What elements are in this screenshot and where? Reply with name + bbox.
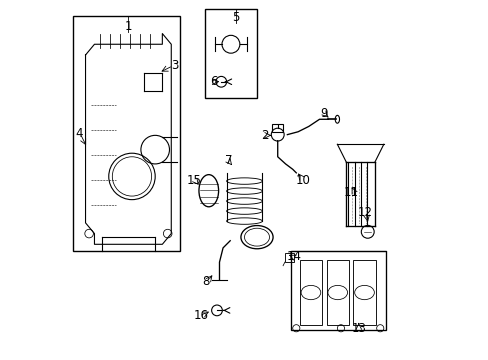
Text: 16: 16 xyxy=(193,309,208,322)
Text: 9: 9 xyxy=(320,107,327,120)
Text: 6: 6 xyxy=(209,75,217,88)
Bar xyxy=(290,251,385,330)
Bar xyxy=(285,253,293,262)
Bar xyxy=(299,260,322,325)
Text: 5: 5 xyxy=(231,11,239,24)
Text: 7: 7 xyxy=(224,154,232,167)
Text: 4: 4 xyxy=(76,127,83,140)
Bar xyxy=(205,9,257,98)
Text: 11: 11 xyxy=(343,186,358,199)
Text: 12: 12 xyxy=(357,206,372,219)
Text: 10: 10 xyxy=(295,174,309,186)
Bar xyxy=(272,123,283,132)
Text: 1: 1 xyxy=(124,20,132,33)
Bar xyxy=(353,260,375,325)
Text: 3: 3 xyxy=(171,59,178,72)
Text: 8: 8 xyxy=(202,275,209,288)
Bar xyxy=(73,16,180,251)
Text: 14: 14 xyxy=(286,250,302,263)
Text: 13: 13 xyxy=(351,322,366,335)
Text: 2: 2 xyxy=(261,129,268,142)
Text: 15: 15 xyxy=(186,174,201,186)
Bar xyxy=(326,260,348,325)
